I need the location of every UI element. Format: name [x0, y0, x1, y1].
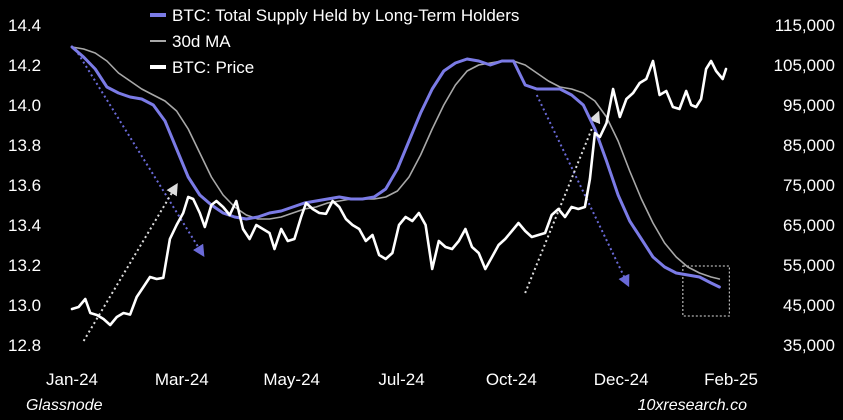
x-tick-label: Jan-24: [46, 370, 98, 389]
source-credit: Glassnode: [26, 397, 103, 414]
highlight-box: [682, 265, 730, 317]
x-tick-label: Mar-24: [155, 370, 209, 389]
x-axis-ticks: Jan-24 Mar-24 May-24 Jul-24 Oct-24 Dec-24 Feb-…: [46, 370, 758, 389]
trend-arrow-white: [82, 182, 178, 342]
right-tick-label: 55,000: [783, 256, 835, 275]
left-tick-label: 12.8: [8, 336, 41, 355]
x-tick-label: Jul-24: [378, 370, 424, 389]
trend-arrow-blue: [74, 48, 205, 258]
x-tick-label: May-24: [263, 370, 320, 389]
left-tick-label: 13.8: [8, 136, 41, 155]
left-tick-label: 13.6: [8, 176, 41, 195]
legend-label: 30d MA: [172, 32, 231, 51]
left-tick-label: 14.4: [8, 16, 41, 35]
left-tick-label: 13.0: [8, 296, 41, 315]
left-tick-label: 14.2: [8, 56, 41, 75]
x-tick-label: Dec-24: [594, 370, 649, 389]
right-tick-label: 85,000: [783, 136, 835, 155]
annotations: [74, 48, 730, 342]
left-tick-label: 13.4: [8, 216, 41, 235]
left-axis-ticks: 12.8 13.0 13.2 13.4 13.6 13.8 14.0 14.2 14.4: [8, 16, 41, 355]
series-line-lth: [70, 45, 721, 289]
trend-arrow-white: [524, 110, 601, 294]
series-line-30d-ma: [71, 46, 721, 280]
series-layer: [70, 45, 728, 327]
x-tick-label: Oct-24: [486, 370, 537, 389]
left-tick-label: 13.2: [8, 256, 41, 275]
brand-credit: 10xresearch.co: [637, 397, 747, 414]
legend-label: BTC: Price: [172, 58, 254, 77]
x-tick-label: Feb-25: [704, 370, 758, 389]
right-tick-label: 105,000: [774, 56, 835, 75]
right-axis-ticks: 35,000 45,000 55,000 65,000 75,000 85,000 95,0…: [774, 16, 835, 355]
right-tick-label: 35,000: [783, 336, 835, 355]
right-tick-label: 75,000: [783, 176, 835, 195]
right-tick-label: 115,000: [775, 16, 835, 35]
right-tick-label: 95,000: [783, 96, 835, 115]
series-line-btc-price: [70, 59, 728, 327]
legend: BTC: Total Supply Held by Long-Term Hold…: [150, 6, 519, 77]
trend-arrow-blue: [535, 94, 630, 288]
right-tick-label: 45,000: [783, 296, 835, 315]
legend-label: BTC: Total Supply Held by Long-Term Hold…: [172, 6, 519, 25]
left-tick-label: 14.0: [8, 96, 41, 115]
right-tick-label: 65,000: [783, 216, 835, 235]
